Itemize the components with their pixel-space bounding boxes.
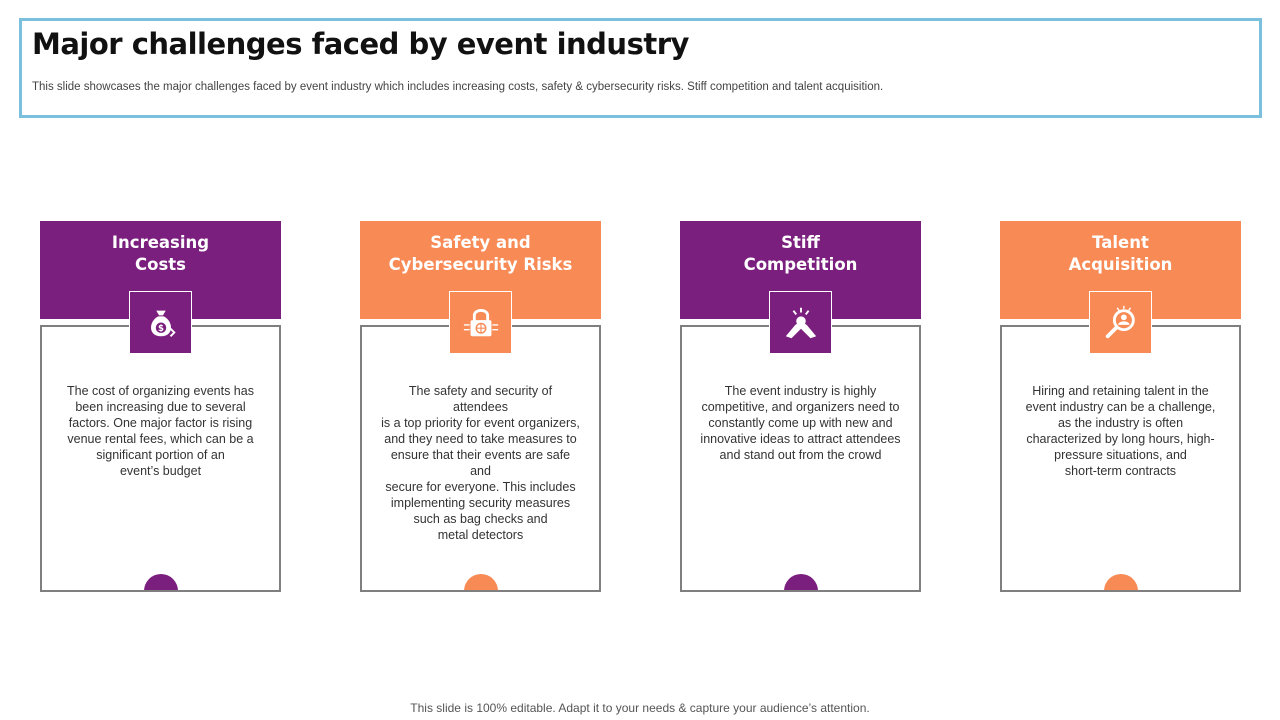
card-body: The cost of organizing events has been i… <box>40 325 281 592</box>
card-title: Talent Acquisition <box>1068 233 1173 274</box>
card-title: Increasing Costs <box>111 233 210 274</box>
money-bag-icon: $ <box>129 291 192 354</box>
page-title: Major challenges faced by event industry <box>32 27 689 61</box>
svg-text:$: $ <box>158 324 164 334</box>
card-description: The cost of organizing events has been i… <box>67 384 254 478</box>
footer-note: This slide is 100% editable. Adapt it to… <box>410 701 870 715</box>
card-dot <box>1103 574 1138 590</box>
card-dot <box>143 574 178 590</box>
card-description: The safety and security of attendees is … <box>381 384 580 542</box>
arm-wrestling-icon <box>769 291 832 354</box>
card-header: Stiff Competition <box>680 221 921 319</box>
challenge-card-increasing-costs: The cost of organizing events has been i… <box>40 221 281 592</box>
card-description: Hiring and retaining talent in the event… <box>1025 384 1216 478</box>
page-subtitle: This slide showcases the major challenge… <box>32 81 884 93</box>
challenge-card-safety-risks: The safety and security of attendees is … <box>360 221 601 592</box>
card-title: Stiff Competition <box>743 233 858 274</box>
header-box: Major challenges faced by event industry… <box>19 18 1262 118</box>
card-dot <box>783 574 818 590</box>
card-dot <box>463 574 498 590</box>
challenge-card-stiff-competition: The event industry is highly competitive… <box>680 221 921 592</box>
challenge-card-talent-acquisition: Hiring and retaining talent in the event… <box>1000 221 1241 592</box>
card-description: The event industry is highly competitive… <box>700 384 901 462</box>
card-body: The safety and security of attendees is … <box>360 325 601 592</box>
talent-search-icon <box>1089 291 1152 354</box>
card-title: Safety and Cybersecurity Risks <box>388 233 573 274</box>
padlock-icon <box>449 291 512 354</box>
card-body: Hiring and retaining talent in the event… <box>1000 325 1241 592</box>
card-body: The event industry is highly competitive… <box>680 325 921 592</box>
